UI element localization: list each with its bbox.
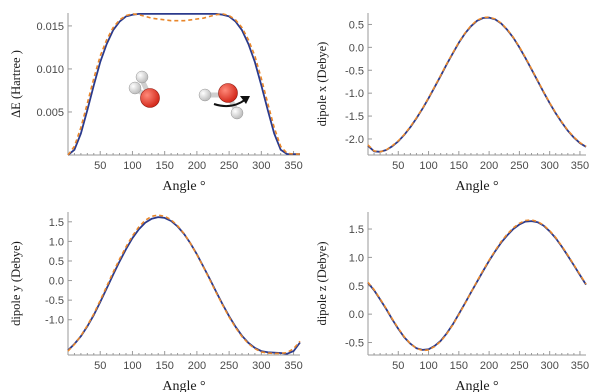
x-tick-label: 100 xyxy=(123,160,141,172)
x-tick-label: 350 xyxy=(571,160,589,172)
x-tick-label: 200 xyxy=(480,360,498,372)
y-tick-label: 1.0 xyxy=(349,252,364,264)
y-tick-label: -0.5 xyxy=(45,295,64,307)
x-tick-label: 300 xyxy=(540,160,558,172)
x-tick-label: 300 xyxy=(540,360,558,372)
y-tick-label: -2.0 xyxy=(345,134,364,146)
x-tick-label: 250 xyxy=(220,160,238,172)
y-tick-label: -1.0 xyxy=(345,88,364,100)
arrowhead-icon xyxy=(240,96,250,104)
series-line-solid xyxy=(67,12,300,156)
x-axis-label: Angle ° xyxy=(455,379,498,392)
y-tick-label: 0.0 xyxy=(49,276,64,288)
x-tick-label: 350 xyxy=(571,360,589,372)
x-tick-label: 150 xyxy=(450,360,468,372)
y-tick-label: 0.005 xyxy=(36,107,64,119)
chart-panel-2: 50 100 150 200 250 300 350 0.5 0.0 -0.5 -1.0 -1.5 -2… xyxy=(315,13,589,194)
y-axis-label: dipole y (Debye) xyxy=(9,241,23,326)
x-tick-label: 50 xyxy=(94,360,106,372)
x-tick-label: 200 xyxy=(188,160,206,172)
x-tick-label: 300 xyxy=(252,160,270,172)
y-tick-label: -1.0 xyxy=(45,315,64,327)
x-axis-label: Angle ° xyxy=(455,179,498,194)
y-tick-label: 0.010 xyxy=(36,64,64,76)
series-line-dashed xyxy=(67,13,300,156)
chart-panel-3: 50 100 150 200 250 300 350 1.5 1.0 0.5 0.0 -0.5 -1.0… xyxy=(9,212,303,392)
x-tick-label: 300 xyxy=(252,360,270,372)
series-line-solid xyxy=(67,216,301,355)
y-tick-label: -0.5 xyxy=(345,338,364,350)
y-axis-label: dipole z (Debye) xyxy=(315,242,329,326)
x-tick-label: 50 xyxy=(392,360,404,372)
x-tick-label: 200 xyxy=(480,160,498,172)
x-tick-label: 150 xyxy=(450,160,468,172)
water-molecule-icon xyxy=(128,70,160,108)
y-tick-label: 1.5 xyxy=(349,224,364,236)
series-line-dashed xyxy=(367,16,587,153)
series-line-solid xyxy=(367,16,587,153)
y-tick-label: 0.0 xyxy=(349,42,364,54)
x-tick-label: 150 xyxy=(155,360,173,372)
y-tick-label: 0.5 xyxy=(349,19,364,31)
chart-panel-4: 50 100 150 200 250 300 350 1.5 1.0 0.5 0.0 -0.5 Angl… xyxy=(315,212,589,392)
y-axis-label: dipole x (Debye) xyxy=(315,42,329,127)
y-tick-label: 1.5 xyxy=(49,217,64,229)
y-tick-label: 0.015 xyxy=(36,21,64,33)
x-tick-label: 350 xyxy=(284,360,302,372)
y-tick-label: 0.5 xyxy=(349,281,364,293)
rotating-water-molecule-icon xyxy=(198,83,250,120)
x-axis-label: Angle ° xyxy=(162,379,205,392)
y-tick-label: -0.5 xyxy=(345,65,364,77)
x-tick-label: 200 xyxy=(188,360,206,372)
x-tick-label: 150 xyxy=(155,160,173,172)
x-tick-label: 350 xyxy=(284,160,302,172)
x-tick-label: 50 xyxy=(94,160,106,172)
y-tick-label: 0.0 xyxy=(349,309,364,321)
series-line-dashed xyxy=(367,219,587,352)
series-line-dashed xyxy=(67,214,301,355)
x-axis-label: Angle ° xyxy=(162,179,205,194)
x-tick-label: 50 xyxy=(392,160,404,172)
x-tick-label: 250 xyxy=(220,360,238,372)
x-tick-label: 250 xyxy=(510,360,528,372)
y-tick-label: -1.5 xyxy=(345,111,364,123)
x-tick-label: 250 xyxy=(510,160,528,172)
x-tick-label: 100 xyxy=(419,360,437,372)
x-tick-label: 100 xyxy=(123,360,141,372)
y-tick-label: 1.0 xyxy=(49,236,64,248)
y-axis-label: ΔE (Hartree ) xyxy=(9,50,23,118)
x-tick-label: 100 xyxy=(419,160,437,172)
y-tick-label: 0.5 xyxy=(49,256,64,268)
chart-panel-1: 50 100 150 200 250 300 350 0.005 0.010 0.015 Angle… xyxy=(9,12,303,194)
